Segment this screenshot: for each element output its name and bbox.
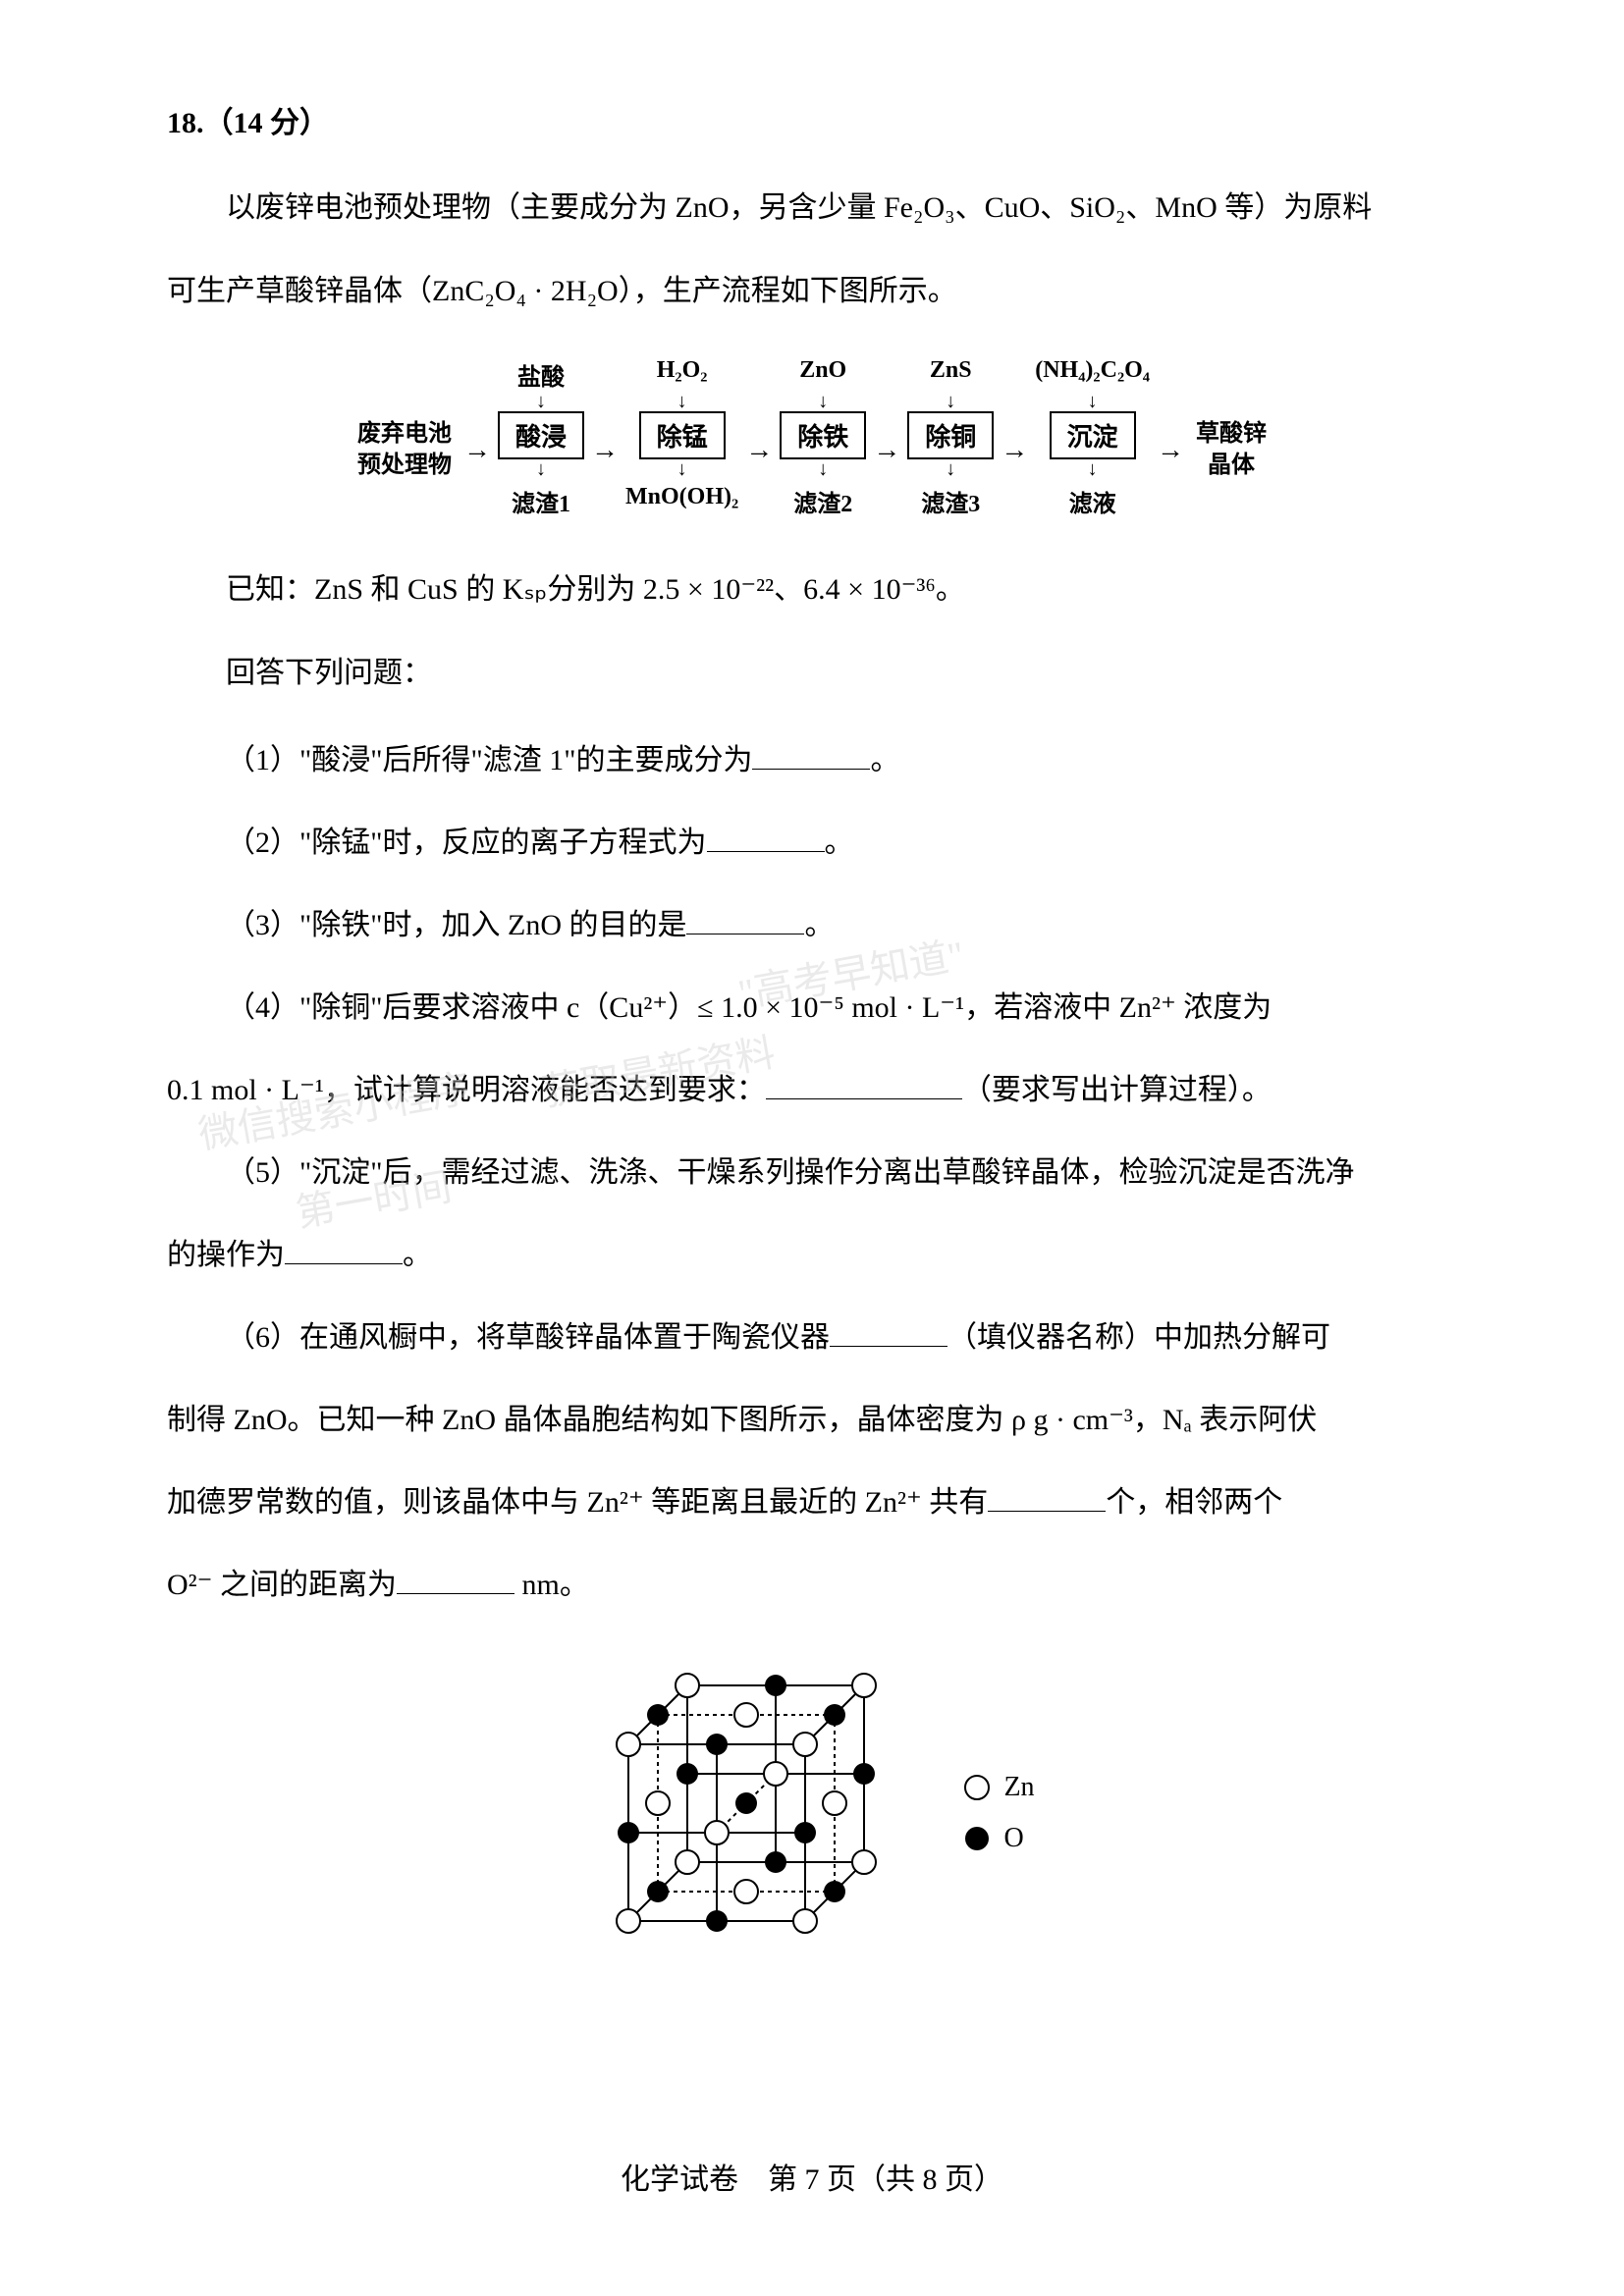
legend-zn: Zn <box>962 1772 1034 1803</box>
question-6-line3: 加德罗常数的值，则该晶体中与 Zn²⁺ 等距离且最近的 Zn²⁺ 共有 个，相邻两… <box>167 1462 1457 1544</box>
flow-stage-2: H₂O₂ ↓ 除锰 ↓ MnO(OH)₂ <box>625 357 738 513</box>
flow-start-l1: 废弃电池 <box>357 419 452 450</box>
process-flowchart: 废弃电池 预处理物 → 盐酸 ↓ 酸浸 ↓ 滤渣1 → H₂O₂ ↓ 除锰 ↓ … <box>167 357 1457 513</box>
stage-top: ZnO <box>799 357 846 387</box>
arrow-icon: → <box>1001 435 1028 466</box>
stage-bottom: 滤液 <box>1069 484 1116 513</box>
question-6-line2: 制得 ZnO。已知一种 ZnO 晶体晶胞结构如下图所示，晶体密度为 ρ g · … <box>167 1379 1457 1462</box>
blank-input[interactable] <box>752 742 870 770</box>
flow-end-l2: 晶体 <box>1208 451 1255 481</box>
known-info: 已知：ZnS 和 CuS 的 Kₛₚ分别为 2.5 × 10⁻²²、6.4 × … <box>167 553 1457 626</box>
question-4-line1: （4）"除铜"后要求溶液中 c（Cu²⁺）≤ 1.0 × 10⁻⁵ mol · … <box>167 967 1457 1049</box>
blank-input[interactable] <box>707 825 825 852</box>
stage-top: H₂O₂ <box>657 357 708 387</box>
flow-stage-3: ZnO ↓ 除铁 ↓ 滤渣2 <box>780 357 866 513</box>
flow-stage-1: 盐酸 ↓ 酸浸 ↓ 滤渣1 <box>498 357 584 513</box>
arrow-down-icon: ↓ <box>946 459 955 479</box>
arrow-icon: → <box>873 435 900 466</box>
flow-stage-5: (NH₄)₂C₂O₄ ↓ 沉淀 ↓ 滤液 <box>1035 357 1150 513</box>
stage-top: ZnS <box>930 357 972 387</box>
q3-end: 。 <box>804 909 834 941</box>
stage-top: (NH₄)₂C₂O₄ <box>1035 357 1150 387</box>
arrow-down-icon: ↓ <box>677 459 687 479</box>
answer-prompt: 回答下列问题： <box>167 636 1457 710</box>
q3-text: （3）"除铁"时，加入 ZnO 的目的是 <box>226 909 686 941</box>
circle-black-icon <box>962 1824 992 1853</box>
flow-end: 草酸锌 晶体 <box>1196 419 1267 480</box>
question-6-line4: O²⁻ 之间的距离为 nm。 <box>167 1544 1457 1627</box>
question-1: （1）"酸浸"后所得"滤渣 1"的主要成分为 。 <box>167 720 1457 802</box>
arrow-icon: → <box>745 435 773 466</box>
stage-box: 除铁 <box>780 411 866 459</box>
stage-bottom: 滤渣3 <box>921 484 980 513</box>
q6-text5: 个，相邻两个 <box>1106 1486 1282 1519</box>
stage-box: 除铜 <box>907 411 994 459</box>
arrow-down-icon: ↓ <box>946 392 955 411</box>
question-3: （3）"除铁"时，加入 ZnO 的目的是 。 <box>167 884 1457 967</box>
arrow-down-icon: ↓ <box>677 392 687 411</box>
question-2: （2）"除锰"时，反应的离子方程式为 。 <box>167 802 1457 884</box>
page-footer: 化学试卷 第 7 页（共 8 页） <box>0 2155 1624 2198</box>
stage-top: 盐酸 <box>517 357 565 387</box>
q4-text3: （要求写出计算过程）。 <box>962 1074 1272 1106</box>
legend-o: O <box>962 1823 1034 1854</box>
q4-text2: 0.1 mol · L⁻¹，试计算说明溶液能否达到要求： <box>167 1074 766 1106</box>
flow-stage-4: ZnS ↓ 除铜 ↓ 滤渣3 <box>907 357 994 513</box>
blank-input[interactable] <box>830 1319 947 1347</box>
question-5-line1: （5）"沉淀"后，需经过滤、洗涤、干燥系列操作分离出草酸锌晶体，检验沉淀是否洗净 <box>167 1132 1457 1214</box>
q6-text6: O²⁻ 之间的距离为 <box>167 1569 397 1601</box>
arrow-down-icon: ↓ <box>818 392 828 411</box>
arrow-down-icon: ↓ <box>1088 392 1098 411</box>
q2-text: （2）"除锰"时，反应的离子方程式为 <box>226 827 707 859</box>
arrow-icon: → <box>591 435 619 466</box>
q6-text1: （6）在通风橱中，将草酸锌晶体置于陶瓷仪器 <box>226 1321 830 1354</box>
q6-text4: 加德罗常数的值，则该晶体中与 Zn²⁺ 等距离且最近的 Zn²⁺ 共有 <box>167 1486 988 1519</box>
legend-o-label: O <box>1003 1823 1023 1854</box>
flow-end-l1: 草酸锌 <box>1196 419 1267 450</box>
q1-text: （1）"酸浸"后所得"滤渣 1"的主要成分为 <box>226 744 752 776</box>
stage-bottom: 滤渣2 <box>793 484 852 513</box>
stage-bottom: MnO(OH)₂ <box>625 484 738 513</box>
stage-bottom: 滤渣1 <box>512 484 570 513</box>
crystal-structure-diagram: Zn O <box>167 1666 1457 1960</box>
blank-input[interactable] <box>285 1237 403 1264</box>
question-number: 18.（14 分） <box>167 98 1457 141</box>
blank-input[interactable] <box>988 1484 1106 1512</box>
question-6-line1: （6）在通风橱中，将草酸锌晶体置于陶瓷仪器 （填仪器名称）中加热分解可 <box>167 1297 1457 1379</box>
question-5-line2: 的操作为 。 <box>167 1214 1457 1297</box>
q1-end: 。 <box>870 744 899 776</box>
crystal-svg <box>589 1666 903 1960</box>
q5-text2: 的操作为 <box>167 1239 285 1271</box>
blank-input[interactable] <box>766 1072 962 1099</box>
question-4-line2: 0.1 mol · L⁻¹，试计算说明溶液能否达到要求： （要求写出计算过程）。 <box>167 1049 1457 1132</box>
q4-text1: （4）"除铜"后要求溶液中 c（Cu²⁺）≤ 1.0 × 10⁻⁵ mol · … <box>226 991 1272 1024</box>
q5-text1: （5）"沉淀"后，需经过滤、洗涤、干燥系列操作分离出草酸锌晶体，检验沉淀是否洗净 <box>226 1156 1355 1189</box>
q6-text2: （填仪器名称）中加热分解可 <box>947 1321 1330 1354</box>
flow-start: 废弃电池 预处理物 <box>357 419 452 480</box>
circle-white-icon <box>962 1773 992 1802</box>
q2-end: 。 <box>825 827 854 859</box>
blank-input[interactable] <box>397 1567 514 1594</box>
blank-input[interactable] <box>686 907 804 934</box>
arrow-icon: → <box>1157 435 1184 466</box>
arrow-down-icon: ↓ <box>536 392 546 411</box>
legend-zn-label: Zn <box>1003 1772 1034 1803</box>
stage-box: 酸浸 <box>498 411 584 459</box>
intro-paragraph-1: 以废锌电池预处理物（主要成分为 ZnO，另含少量 Fe₂O₃、CuO、SiO₂、… <box>167 171 1457 244</box>
stage-box: 沉淀 <box>1050 411 1136 459</box>
q5-end: 。 <box>403 1239 432 1271</box>
arrow-down-icon: ↓ <box>818 459 828 479</box>
arrow-icon: → <box>463 435 491 466</box>
q6-text3: 制得 ZnO。已知一种 ZnO 晶体晶胞结构如下图所示，晶体密度为 ρ g · … <box>167 1404 1317 1436</box>
stage-box: 除锰 <box>639 411 726 459</box>
arrow-down-icon: ↓ <box>536 459 546 479</box>
crystal-legend: Zn O <box>962 1772 1034 1854</box>
flow-start-l2: 预处理物 <box>357 451 452 481</box>
q6-text7: nm。 <box>514 1569 589 1601</box>
arrow-down-icon: ↓ <box>1088 459 1098 479</box>
intro-paragraph-2: 可生产草酸锌晶体（ZnC₂O₄ · 2H₂O），生产流程如下图所示。 <box>167 254 1457 328</box>
